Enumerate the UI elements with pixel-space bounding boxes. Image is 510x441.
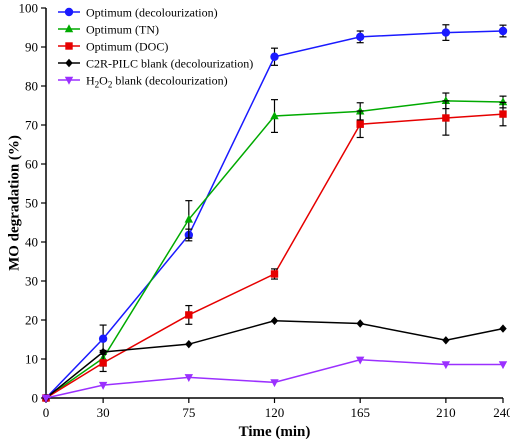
series-line <box>45 100 504 399</box>
data-point <box>498 361 508 370</box>
data-point <box>441 361 451 370</box>
legend-label-main: Optimum (decolourization) <box>86 6 218 20</box>
data-point <box>185 311 193 319</box>
y-tick-label: 70 <box>25 118 38 133</box>
series-line <box>45 359 503 399</box>
legend-item-0: Optimum (decolourization) <box>58 6 218 20</box>
x-tick-label: 30 <box>97 405 110 420</box>
x-axis-title: Time (min) <box>239 424 311 440</box>
x-tick-label: 210 <box>436 405 456 420</box>
series-4 <box>41 356 508 403</box>
data-point <box>498 97 508 106</box>
x-tick-label: 75 <box>182 405 195 420</box>
y-tick-label: 20 <box>25 313 38 328</box>
data-point <box>41 394 51 403</box>
data-point <box>270 379 279 388</box>
data-point <box>441 96 451 105</box>
legend-item-4: H2O2 blank (decolourization) <box>58 74 228 90</box>
legend-marker <box>64 24 74 33</box>
legend-label-main: H <box>86 74 95 88</box>
data-point <box>270 316 279 325</box>
series-layer <box>41 24 508 403</box>
x-tick-label: 120 <box>265 405 285 420</box>
legend-label-main: Optimum (TN) <box>86 23 159 37</box>
legend-label: Optimum (TN) <box>86 23 159 37</box>
series-1 <box>41 92 508 402</box>
data-point <box>185 339 193 349</box>
data-point <box>356 120 364 128</box>
legend-marker <box>64 7 74 17</box>
legend-item-3: C2R-PILC blank (decolourization) <box>58 57 253 71</box>
y-tick-label: 60 <box>25 157 38 172</box>
legend-label-sub-2: 2 <box>108 80 113 90</box>
data-point <box>99 347 107 357</box>
series-2 <box>42 100 507 402</box>
legend-item-2: Optimum (DOC) <box>58 40 168 54</box>
data-point <box>99 359 107 367</box>
legend-marker <box>65 42 73 50</box>
legend-label-main: C2R-PILC blank (decolourization) <box>86 57 253 71</box>
data-point <box>270 111 279 120</box>
legend-label-tail-b: blank (decolourization) <box>112 74 227 88</box>
series-3 <box>42 316 507 403</box>
data-point <box>499 324 507 333</box>
legend-marker <box>65 58 73 68</box>
data-point <box>441 28 451 37</box>
y-tick-label: 30 <box>25 274 38 289</box>
data-point <box>442 114 450 122</box>
legend-item-1: Optimum (TN) <box>58 23 159 37</box>
y-tick-label: 40 <box>25 235 38 250</box>
legend-label: C2R-PILC blank (decolourization) <box>86 57 253 71</box>
data-point <box>98 334 108 343</box>
data-point <box>98 381 108 390</box>
legend-label: Optimum (DOC) <box>86 40 168 54</box>
x-tick-label: 0 <box>43 405 50 420</box>
legend-marker <box>64 76 74 85</box>
y-tick-label: 90 <box>25 40 38 55</box>
data-point <box>184 374 194 383</box>
series-line <box>45 113 504 399</box>
legend-label-sub: 2 <box>95 80 100 90</box>
legend-label: H2O2 blank (decolourization) <box>86 74 228 90</box>
legend-label-main: Optimum (DOC) <box>86 40 168 54</box>
y-tick-label: 10 <box>25 352 38 367</box>
data-point <box>355 356 365 365</box>
y-axis-title: MO degradation (%) <box>6 135 22 271</box>
legend: Optimum (decolourization) Optimum (TN) Opt… <box>58 6 253 90</box>
data-point <box>270 52 279 61</box>
data-point <box>442 336 450 345</box>
legend-label: Optimum (decolourization) <box>86 6 218 20</box>
y-tick-label: 50 <box>25 196 38 211</box>
x-tick-label: 165 <box>350 405 370 420</box>
x-axis-ticks: 0 30 75 120 165 210 240 <box>43 398 510 420</box>
y-tick-label: 100 <box>19 1 39 16</box>
y-tick-label: 0 <box>32 391 39 406</box>
y-axis-ticks: 0 10 20 30 40 50 60 70 80 90 100 <box>19 1 46 406</box>
data-point <box>499 110 507 118</box>
y-tick-label: 80 <box>25 79 38 94</box>
data-point <box>356 319 364 328</box>
data-point <box>355 32 365 42</box>
data-point <box>184 214 194 223</box>
data-point <box>270 270 279 278</box>
data-point <box>498 26 508 36</box>
x-tick-label: 240 <box>493 405 510 420</box>
legend-label-tail-a: O <box>99 74 108 88</box>
